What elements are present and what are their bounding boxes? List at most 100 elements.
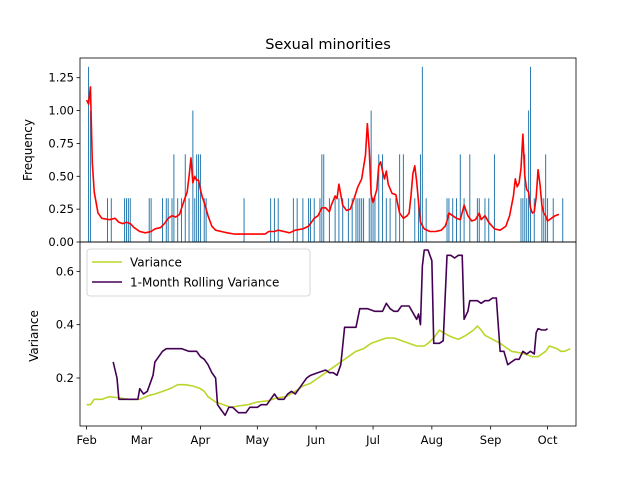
y-tick-label: 0.2 bbox=[56, 371, 74, 385]
frequency-bar bbox=[355, 198, 357, 242]
frequency-bar bbox=[389, 198, 391, 242]
frequency-bar bbox=[127, 198, 129, 242]
frequency-bar bbox=[148, 198, 150, 242]
frequency-bar bbox=[308, 198, 310, 242]
frequency-bar bbox=[541, 198, 543, 242]
legend: Variance 1-Month Rolling Variance bbox=[86, 248, 311, 297]
frequency-bar bbox=[385, 198, 387, 242]
frequency-bar bbox=[150, 198, 152, 242]
frequency-bar bbox=[361, 198, 363, 242]
frequency-bar bbox=[421, 66, 423, 242]
frequency-bar bbox=[194, 198, 196, 242]
y-tick-label: 0.6 bbox=[56, 264, 74, 278]
y-tick-label: 0.00 bbox=[48, 235, 74, 249]
x-ticks: Feb Mar Apr May Jun Jul Aug Sep Oct bbox=[76, 426, 558, 447]
frequency-bar bbox=[199, 154, 201, 242]
frequency-bar bbox=[562, 198, 564, 242]
frequency-bar bbox=[476, 198, 478, 242]
frequency-bar bbox=[425, 198, 427, 242]
frequency-bar bbox=[374, 198, 376, 242]
frequency-bar bbox=[488, 198, 490, 242]
frequency-bar bbox=[319, 198, 321, 242]
frequency-bar bbox=[524, 154, 526, 242]
x-tick-label: Oct bbox=[538, 433, 558, 447]
legend-label-variance: Variance bbox=[130, 256, 182, 270]
frequency-bar bbox=[203, 198, 205, 242]
frequency-bar bbox=[347, 198, 349, 242]
frequency-bar bbox=[395, 198, 397, 242]
frequency-bar bbox=[357, 198, 359, 242]
frequency-bar bbox=[334, 198, 336, 242]
frequency-bar bbox=[196, 154, 198, 242]
top-y-label: Frequency bbox=[21, 119, 35, 181]
frequency-bar bbox=[402, 154, 404, 242]
frequency-bar bbox=[296, 198, 298, 242]
frequency-bar bbox=[162, 198, 164, 242]
frequency-bar bbox=[313, 198, 315, 242]
frequency-bar bbox=[478, 198, 480, 242]
frequency-bar bbox=[129, 198, 131, 242]
frequency-bar bbox=[456, 198, 458, 242]
frequency-bar bbox=[198, 154, 200, 242]
frequency-bar bbox=[302, 198, 304, 242]
frequency-bar bbox=[359, 198, 361, 242]
y-tick-label: 1.25 bbox=[48, 71, 74, 85]
bottom-y-ticks: 0.2 0.4 0.6 bbox=[56, 264, 80, 385]
frequency-line bbox=[85, 86, 560, 235]
frequency-bar bbox=[378, 154, 380, 242]
frequency-bar bbox=[177, 198, 179, 242]
top-panel: 0.00 0.25 0.50 0.75 1.00 1.25 Frequency bbox=[21, 57, 577, 249]
y-tick-label: 0.4 bbox=[56, 318, 74, 332]
frequency-bar bbox=[363, 198, 365, 242]
y-tick-label: 0.75 bbox=[48, 136, 74, 150]
rolling-variance-line bbox=[112, 249, 549, 417]
frequency-bar bbox=[529, 66, 531, 242]
y-tick-label: 0.50 bbox=[48, 169, 74, 183]
x-tick-label: Jun bbox=[306, 433, 325, 447]
frequency-bar bbox=[545, 154, 547, 242]
x-tick-label: Sep bbox=[480, 433, 502, 447]
legend-box bbox=[86, 248, 311, 297]
variance-line bbox=[86, 325, 571, 409]
frequency-bar bbox=[463, 198, 465, 242]
frequency-bar bbox=[188, 198, 190, 242]
frequency-bar bbox=[124, 198, 126, 242]
frequency-bar bbox=[180, 198, 182, 242]
frequency-bar bbox=[484, 198, 486, 242]
frequency-bar bbox=[321, 154, 323, 242]
legend-label-rolling-variance: 1-Month Rolling Variance bbox=[130, 276, 279, 290]
frequency-bar bbox=[323, 154, 325, 242]
x-tick-label: Apr bbox=[190, 433, 210, 447]
frequency-bars bbox=[88, 66, 564, 242]
y-tick-label: 1.00 bbox=[48, 104, 74, 118]
frequency-bar bbox=[520, 198, 522, 242]
frequency-bar bbox=[399, 154, 401, 242]
chart-title: Sexual minorities bbox=[265, 37, 391, 53]
x-tick-label: May bbox=[245, 433, 269, 447]
frequency-bar bbox=[459, 154, 461, 242]
frequency-bar bbox=[419, 154, 421, 242]
frequency-bar bbox=[526, 198, 528, 242]
bottom-axes-border bbox=[79, 241, 577, 427]
frequency-bar bbox=[351, 198, 353, 242]
frequency-bar bbox=[173, 154, 175, 242]
frequency-bar bbox=[88, 66, 90, 242]
frequency-bar bbox=[309, 198, 311, 242]
frequency-bar bbox=[522, 198, 524, 242]
frequency-bar bbox=[533, 198, 535, 242]
frequency-bar bbox=[243, 198, 245, 242]
frequency-bar bbox=[292, 198, 294, 242]
frequency-bar bbox=[469, 154, 471, 242]
frequency-bar bbox=[493, 154, 495, 242]
frequency-bar bbox=[205, 198, 207, 242]
frequency-bar bbox=[448, 198, 450, 242]
frequency-bar bbox=[167, 198, 169, 242]
frequency-bar bbox=[338, 198, 340, 242]
frequency-bar bbox=[372, 198, 374, 242]
frequency-bar bbox=[342, 198, 344, 242]
y-tick-label: 0.25 bbox=[48, 202, 74, 216]
frequency-bar bbox=[125, 198, 127, 242]
frequency-bar bbox=[418, 198, 420, 242]
top-y-ticks: 0.00 0.25 0.50 0.75 1.00 1.25 bbox=[48, 71, 80, 249]
